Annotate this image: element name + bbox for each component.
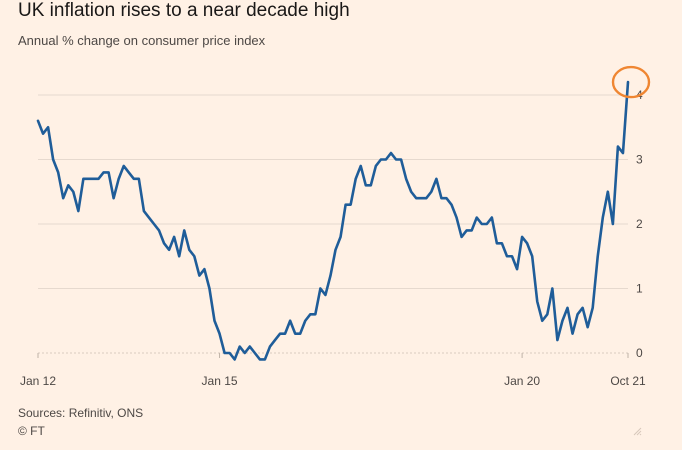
y-tick-label: 0 <box>636 346 643 360</box>
y-tick-label: 1 <box>636 282 643 296</box>
copyright-note: © FT <box>18 424 45 438</box>
y-tick-label: 3 <box>636 153 643 167</box>
chart-title: UK inflation rises to a near decade high <box>18 0 350 21</box>
x-tick-label: Jan 20 <box>504 374 540 388</box>
series-line-cpi <box>36 80 630 361</box>
source-note: Sources: Refinitiv, ONS <box>18 406 144 420</box>
y-tick-label: 2 <box>636 217 643 231</box>
x-tick-label: Jan 12 <box>20 374 56 388</box>
x-tick-label: Jan 15 <box>202 374 238 388</box>
resize-handle-icon <box>633 427 642 436</box>
x-tick-label: Oct 21 <box>610 374 646 388</box>
chart-subtitle: Annual % change on consumer price index <box>18 33 266 48</box>
latest-value-highlight-circle <box>611 65 651 99</box>
